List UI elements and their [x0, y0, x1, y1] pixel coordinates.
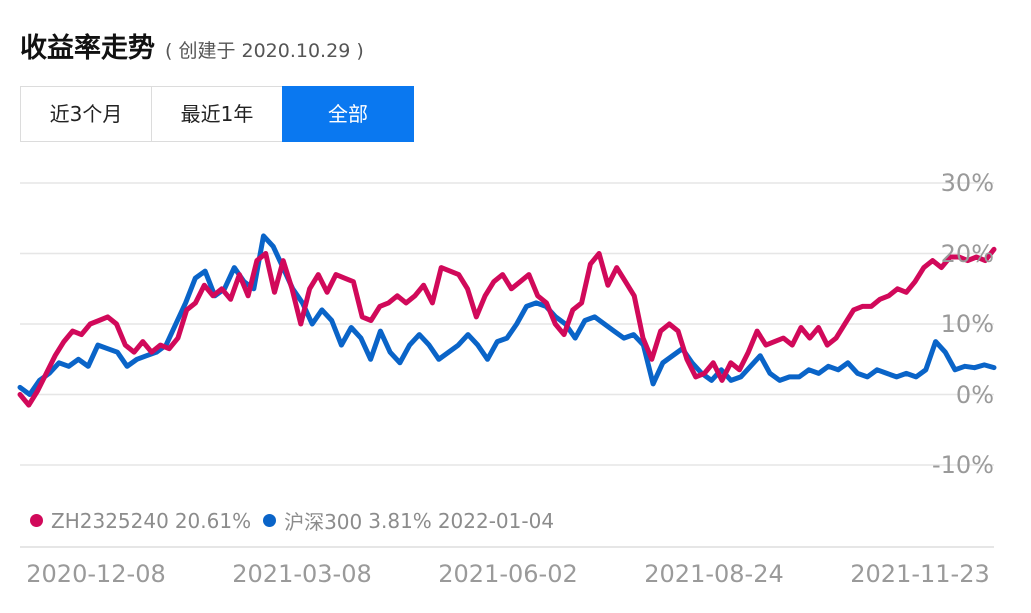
- legend-date: 2022-01-04: [437, 508, 555, 533]
- page-title: 收益率走势: [20, 33, 155, 64]
- y-tick-label: 10%: [940, 310, 994, 338]
- series1-dot-icon: [30, 514, 43, 527]
- y-tick-label: -10%: [931, 451, 994, 479]
- legend-series2-value: 3.81%: [368, 508, 432, 533]
- tab-1-year[interactable]: 最近1年: [151, 86, 283, 142]
- x-tick-label: 2021-03-08: [232, 560, 372, 588]
- page-subtitle: ( 创建于 2020.10.29 ): [165, 40, 364, 62]
- period-tabs: 近3个月 最近1年 全部: [20, 86, 414, 142]
- x-axis-line: [20, 546, 994, 548]
- x-tick-label: 2021-06-02: [438, 560, 578, 588]
- title-row: 收益率走势 ( 创建于 2020.10.29 ): [20, 26, 364, 65]
- legend-series1-name: ZH2325240: [51, 508, 169, 533]
- legend-series1-value: 20.61%: [174, 508, 252, 533]
- series2-dot-icon: [263, 514, 277, 527]
- series-line-2: [17, 233, 997, 397]
- y-tick-label: 30%: [940, 169, 994, 197]
- legend-series2-name: 沪深300: [284, 510, 363, 534]
- y-tick-label: 0%: [955, 380, 994, 409]
- tab-3-months[interactable]: 近3个月: [20, 86, 152, 142]
- x-tick-label: 2020-12-08: [26, 560, 166, 588]
- x-tick-label: 2021-08-24: [644, 560, 784, 588]
- tab-all[interactable]: 全部: [282, 86, 414, 142]
- legend-item-series2[interactable]: 沪深300 3.81% 2022-01-04: [263, 506, 554, 535]
- legend: ZH2325240 20.61% 沪深300 3.81% 2022-01-04: [30, 506, 566, 535]
- legend-item-series1[interactable]: ZH2325240 20.61%: [30, 509, 251, 533]
- y-tick-label: 20%: [940, 239, 994, 268]
- series-line-1: [17, 246, 997, 408]
- x-tick-label: 2021-11-23: [850, 560, 990, 588]
